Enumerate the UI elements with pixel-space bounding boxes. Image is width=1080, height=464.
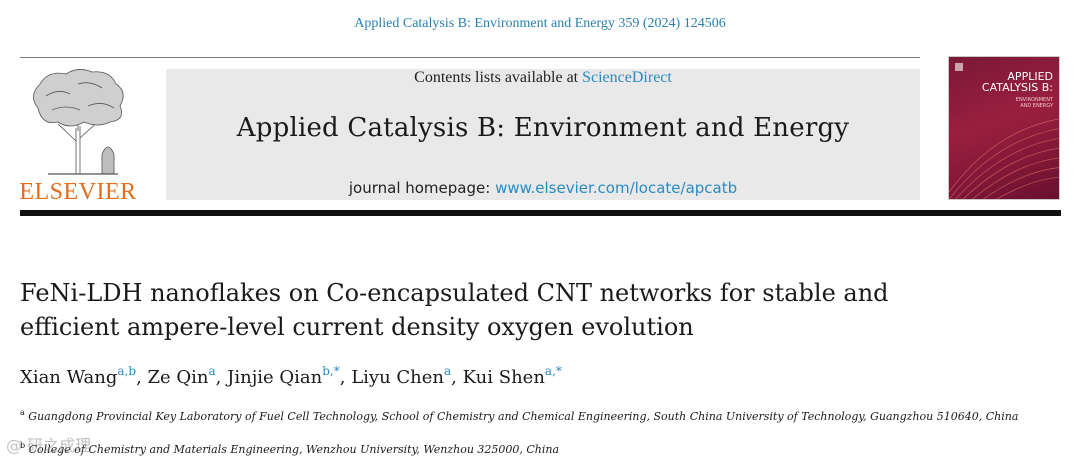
affiliation-text: Guangdong Provincial Key Laboratory of F… (28, 410, 1019, 423)
author-marks[interactable]: b,* (322, 364, 340, 378)
affiliation-mark: a (20, 408, 25, 417)
article-title-line-2: efficient ampere-level current density o… (20, 313, 694, 341)
sciencedirect-link[interactable]: ScienceDirect (582, 69, 672, 86)
author-marks[interactable]: a (208, 364, 216, 378)
journal-cover[interactable]: APPLIED CATALYSIS B: ENVIRONMENT AND ENE… (948, 56, 1060, 200)
header-divider (20, 57, 920, 58)
author-name[interactable]: Ze Qin (147, 367, 209, 388)
article-title-line-1: FeNi-LDH nanoflakes on Co-encapsulated C… (20, 279, 889, 307)
contents-prefix: Contents lists available at (414, 69, 583, 86)
cover-title: APPLIED CATALYSIS B: (981, 70, 1053, 94)
affiliation-b: b College of Chemistry and Materials Eng… (20, 438, 1060, 458)
article-title: FeNi-LDH nanoflakes on Co-encapsulated C… (20, 276, 1020, 344)
tree-icon (33, 69, 124, 175)
masthead-divider (20, 210, 1061, 216)
contents-line: Contents lists available at ScienceDirec… (166, 69, 920, 87)
elsevier-logo: ELSEVIER (18, 66, 138, 206)
author-name[interactable]: Jinjie Qian (227, 367, 323, 388)
homepage-prefix: journal homepage: (348, 179, 496, 197)
journal-name: Applied Catalysis B: Environment and Ene… (236, 113, 850, 143)
journal-homepage-link[interactable]: www.elsevier.com/locate/apcatb (495, 179, 738, 197)
cover-swirl-icon (949, 63, 1059, 199)
homepage-line: journal homepage: www.elsevier.com/locat… (166, 179, 920, 197)
author-marks[interactable]: a (444, 364, 452, 378)
running-head: Applied Catalysis B: Environment and Ene… (354, 16, 726, 31)
author-name[interactable]: Liyu Chen (351, 367, 445, 388)
affiliation-text: College of Chemistry and Materials Engin… (28, 443, 560, 456)
cover-subtitle: ENVIRONMENT AND ENERGY (1015, 97, 1053, 109)
affiliation-a: a Guangdong Provincial Key Laboratory of… (20, 405, 1060, 425)
author-list: Xian Wanga,b, Ze Qina, Jinjie Qianb,*, L… (20, 364, 562, 388)
author-name[interactable]: Xian Wang (20, 367, 118, 388)
watermark: @ 研之成理 (6, 436, 92, 455)
affiliation-mark: b (20, 441, 26, 450)
author-marks[interactable]: a,b (117, 364, 137, 378)
journal-masthead: Contents lists available at ScienceDirec… (166, 69, 920, 200)
elsevier-wordmark: ELSEVIER (19, 179, 137, 205)
author-name[interactable]: Kui Shen (462, 367, 545, 388)
author-marks[interactable]: a,* (544, 364, 562, 378)
